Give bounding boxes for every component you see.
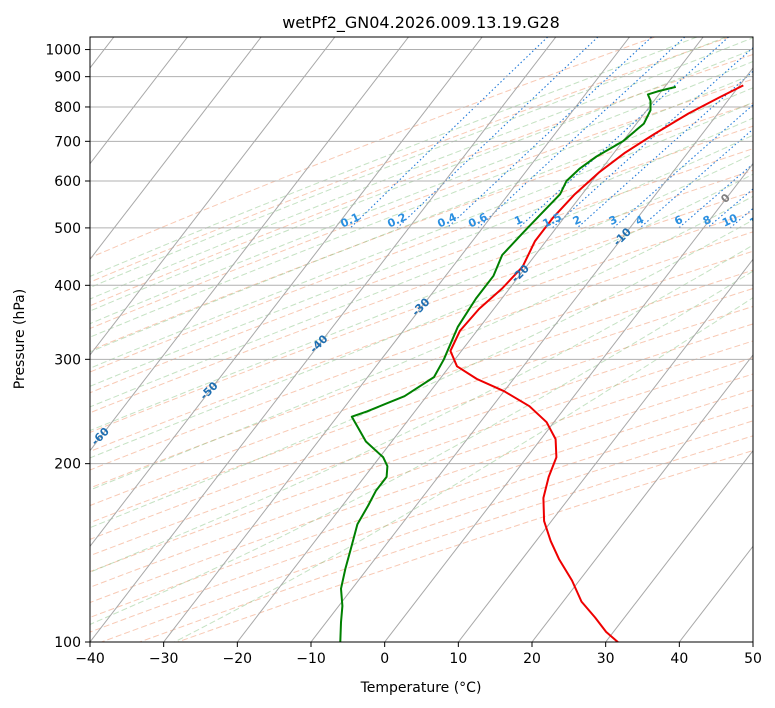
dry-adiabat [90,169,753,414]
y-tick-label: 600 [54,174,81,190]
y-tick-label: 300 [54,352,81,368]
temperature-profile-line [449,84,744,642]
dewpoint-profile-line [339,85,677,642]
y-axis: 100 200 300 400 500 600 700 800 900 1000 [45,43,90,651]
mixing-ratio-line [518,37,729,229]
y-tick-label: 400 [54,278,81,294]
isotherm-line [90,37,188,165]
x-tick-label: −30 [149,651,179,667]
isotherm-gridlines [90,37,753,642]
isotherm-line [531,354,753,642]
moist-adiabat [90,37,698,277]
moist-adiabat [90,48,753,312]
moist-adiabat [90,173,753,459]
moist-adiabat [90,37,727,289]
plot-area: -100-90-80-70-60-50-40-30-20-10010203040… [90,37,767,642]
y-tick-label: 200 [54,457,81,473]
y-tick-label: 700 [54,134,81,150]
isotherm-line [90,37,483,548]
isotherm-line [90,37,557,642]
moist-adiabat [90,153,753,432]
x-tick-label: 40 [670,651,688,667]
dry-adiabat [90,323,753,557]
isotherm-line [90,37,336,356]
moist-adiabat [90,195,753,491]
isotherm-line [310,67,753,642]
dry-adiabat [90,125,753,373]
dry-adiabat [90,373,753,604]
x-tick-label: −40 [75,651,105,667]
dry-adiabat [90,190,753,433]
dry-adiabat [90,37,730,283]
mixing-ratio-lines [350,37,753,229]
isotherm-line [90,37,409,452]
x-tick-label: −10 [296,651,326,667]
isotherm-line [384,162,753,642]
x-axis-label: Temperature (°C) [360,680,482,696]
y-tick-label: 900 [54,70,81,86]
y-tick-label: 800 [54,100,81,116]
x-tick-label: 50 [744,651,762,667]
dry-adiabat [90,102,753,352]
mixing-ratio-label: 13 [748,211,767,229]
y-tick-label: 100 [54,635,81,651]
dry-adiabat [90,357,753,588]
y-tick-label: 500 [54,221,81,237]
moist-adiabat [90,117,753,387]
y-axis-label: Pressure (hPa) [12,289,28,389]
dry-adiabat [90,53,753,307]
moist-adiabat [90,87,753,353]
y-tick-label: 1000 [45,43,81,59]
moist-adiabat [90,134,753,408]
x-axis: −40 −30 −20 −10 0 10 20 30 40 50 [75,642,762,667]
moist-adiabat [90,270,753,625]
isotherm-line [163,37,630,642]
x-tick-label: −20 [223,651,253,667]
isotherm-line [90,37,262,261]
mixing-ratio-line [552,46,753,229]
dry-adiabat [90,287,753,524]
isotherm-line [605,449,753,642]
plot-frame [89,36,754,643]
isotherm-line [457,258,753,642]
x-tick-label: 30 [597,651,615,667]
x-tick-label: 20 [523,651,541,667]
mixing-ratio-label: 10 [720,211,740,229]
profile-series [339,84,744,642]
x-tick-label: 0 [380,651,389,667]
x-tick-label: 10 [449,651,467,667]
dry-adiabat [90,211,753,452]
moist-adiabat [90,73,753,338]
isobar-gridlines [90,49,753,642]
moist-adiabat [90,60,753,325]
dry-adiabat [90,37,655,259]
dry-adiabat [90,269,753,507]
mixing-ratio-line [350,37,549,229]
chart-title: wetPf2_GN04.2026.009.13.19.G28 [282,13,560,33]
mixing-ratio-line [446,37,652,229]
mixing-ratio-line [613,104,753,229]
